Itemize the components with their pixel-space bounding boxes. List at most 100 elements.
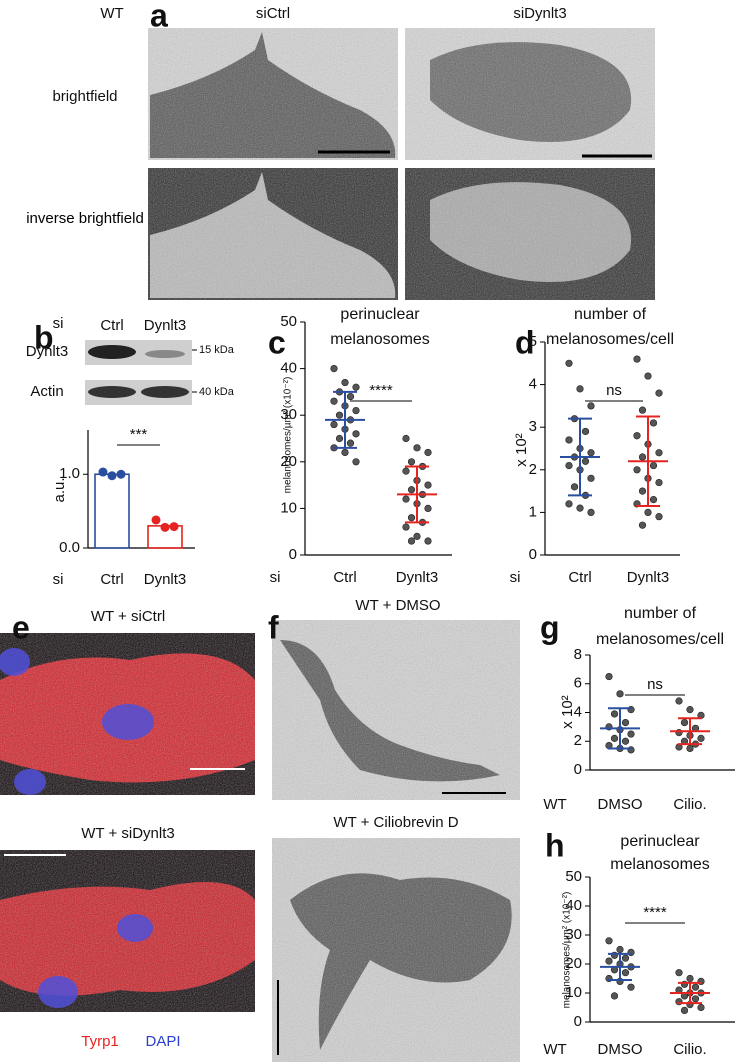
x-tick-label: Ctrl [568,569,591,586]
y-tick-label: 1 [529,503,537,520]
data-point [633,432,641,440]
x-prefix: si [53,571,64,588]
x-prefix: WT [543,796,566,813]
chart-title: perinuclear [620,833,700,850]
data-point [346,439,355,447]
column-label: siCtrl [256,5,290,22]
data-point [686,706,694,714]
data-point [680,1006,689,1015]
data-point [341,378,349,387]
bar [94,473,130,549]
data-point [633,466,641,474]
data-point [655,513,663,521]
data-point [402,434,410,443]
data-point [352,458,360,466]
data-point [169,522,179,532]
blot-label: Dynlt3 [26,343,69,360]
data-point [565,461,573,470]
data-point [407,514,416,522]
blot-label: Actin [30,383,63,400]
data-point [576,504,584,512]
data-point [638,521,647,529]
panel-label: c [268,324,286,360]
row-label: inverse brightfield [26,210,144,227]
y-tick-label: 2 [574,732,582,749]
significance-label: *** [130,426,148,443]
image-title: WT + siDynlt3 [81,825,175,842]
data-point [407,486,416,494]
chart-title: melanosomes/cell [546,331,674,348]
lane-label: Dynlt3 [144,317,187,334]
data-point [587,402,595,410]
x-tick-label: Dynlt3 [396,569,439,586]
data-point [581,427,590,436]
x-tick-label: Ctrl [333,569,356,586]
y-tick-label: 0.0 [59,539,80,556]
y-tick-label: 50 [280,313,297,330]
data-point [335,411,344,419]
y-tick-label: 0 [289,546,297,563]
data-point [352,383,360,391]
y-tick-label: 4 [574,703,582,720]
data-point [335,434,344,443]
x-tick-label: Dynlt3 [627,569,670,586]
chart-title: melanosomes [610,856,710,873]
data-point [680,718,689,727]
x-tick-label: Dynlt3 [144,571,187,588]
image-title: WT + siCtrl [91,608,165,625]
data-point [616,945,624,954]
y-tick-label: 40 [280,360,297,377]
data-point [424,504,432,513]
row-label: brightfield [52,88,117,105]
chart-title: perinuclear [340,306,420,323]
y-tick-label: 3 [529,418,537,435]
data-point [402,467,410,475]
x-tick-label: Cilio. [673,796,706,813]
data-point [352,430,360,438]
kda-marker: 15 kDa [199,344,235,356]
panel-label: h [545,827,565,863]
row-label-box: inverse brightfield [26,210,144,227]
data-point [341,448,349,457]
chart-title: number of [624,605,697,622]
data-point [330,365,338,373]
data-point [605,672,613,681]
data-point [610,710,619,718]
data-point [638,453,647,461]
data-point [627,730,635,738]
data-point [649,496,658,504]
stain-label: Tyrp1 [81,1033,119,1050]
chart-title: melanosomes [330,331,430,348]
data-point [576,385,584,393]
significance-label: **** [369,382,393,399]
y-axis-label: x 10² [559,695,576,728]
column-label: siDynlt3 [513,5,566,22]
data-point [98,467,108,477]
x-tick-label: DMSO [598,796,643,813]
y-tick-label: 20 [280,453,297,470]
data-point [691,983,700,991]
data-point [330,397,338,405]
data-point [621,718,630,727]
data-point [621,954,630,962]
data-point [655,478,663,487]
data-point [691,995,700,1003]
stain-label: DAPI [145,1033,180,1050]
micrographs-a [148,28,655,300]
y-tick-label: 10 [565,984,582,1001]
data-point [621,737,630,745]
image-title: WT + Ciliobrevin D [333,814,458,831]
data-point [570,483,579,491]
y-tick-label: 50 [565,868,582,885]
significance-label: **** [643,904,667,921]
fluorescence-images [0,633,255,1012]
data-point [610,992,619,1000]
data-point [655,389,663,397]
data-point [565,500,573,508]
panel-label: e [12,609,30,645]
data-point [413,444,421,452]
y-tick-label: 0 [574,1013,582,1030]
chart-title: number of [574,306,647,323]
y-tick-label: 8 [574,646,582,663]
